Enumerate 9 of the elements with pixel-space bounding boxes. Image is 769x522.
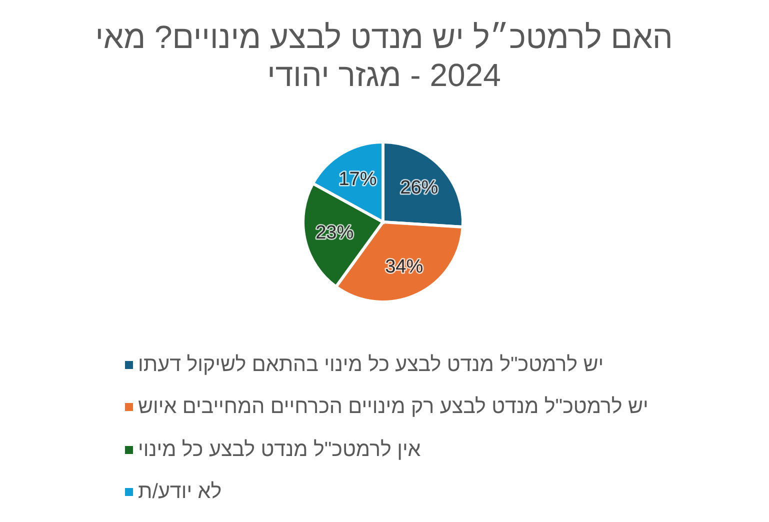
data-label: 17% [338, 168, 377, 190]
data-label: 26% [400, 178, 438, 199]
data-label: 23% [316, 222, 354, 244]
legend-label: יש לרמטכ"ל מנדט לבצע כל מינוי בהתאם לשיקול דעתו [138, 353, 604, 378]
legend-label: לא יודע/ת [138, 480, 222, 504]
legend-label: אין לרמטכ"ל מנדט לבצע כל מינוי [138, 438, 421, 462]
data-label: 34% [385, 256, 424, 278]
legend-label: יש לרמטכ"ל מנדט לבצע רק מינויים הכרחיים המחייבים איוש [138, 395, 648, 420]
chart-title: האם לרמטכ״ל יש מנדט לבצע מינויים? מאי 2024 - מגזר יהודי [94, 18, 674, 94]
